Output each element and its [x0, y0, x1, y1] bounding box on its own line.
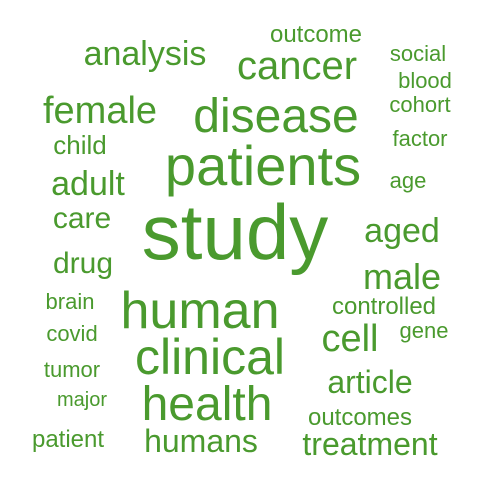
word-outcomes: outcomes — [307, 404, 413, 431]
word-analysis: analysis — [83, 35, 207, 73]
word-outcome: outcome — [269, 21, 363, 48]
word-human: human — [120, 282, 280, 340]
word-gene: gene — [399, 318, 449, 343]
word-factor: factor — [392, 126, 448, 151]
word-covid: covid — [46, 321, 98, 346]
word-cancer: cancer — [236, 44, 358, 88]
word-male: male — [362, 256, 442, 297]
word-blood: blood — [398, 68, 452, 93]
word-adult: adult — [51, 165, 125, 203]
word-major: major — [56, 389, 108, 411]
word-care: care — [52, 202, 112, 235]
word-article: article — [327, 364, 413, 400]
word-brain: brain — [45, 289, 95, 314]
word-controlled: controlled — [331, 293, 437, 320]
word-drug: drug — [52, 247, 114, 280]
word-patient: patient — [31, 426, 105, 453]
word-child: child — [53, 130, 107, 160]
word-patients: patients — [164, 134, 362, 197]
word-disease: disease — [193, 90, 359, 143]
word-social: social — [389, 41, 447, 66]
word-aged: aged — [364, 212, 440, 250]
word-age: age — [389, 168, 427, 193]
word-clinical: clinical — [134, 329, 286, 385]
word-cell: cell — [321, 318, 379, 360]
word-treatment: treatment — [302, 426, 438, 462]
word-study: study — [141, 188, 329, 276]
word-tumor: tumor — [43, 357, 101, 382]
word-cohort: cohort — [389, 92, 451, 117]
word-health: health — [141, 378, 273, 431]
word-humans: humans — [144, 423, 258, 459]
word-female: female — [42, 90, 158, 132]
